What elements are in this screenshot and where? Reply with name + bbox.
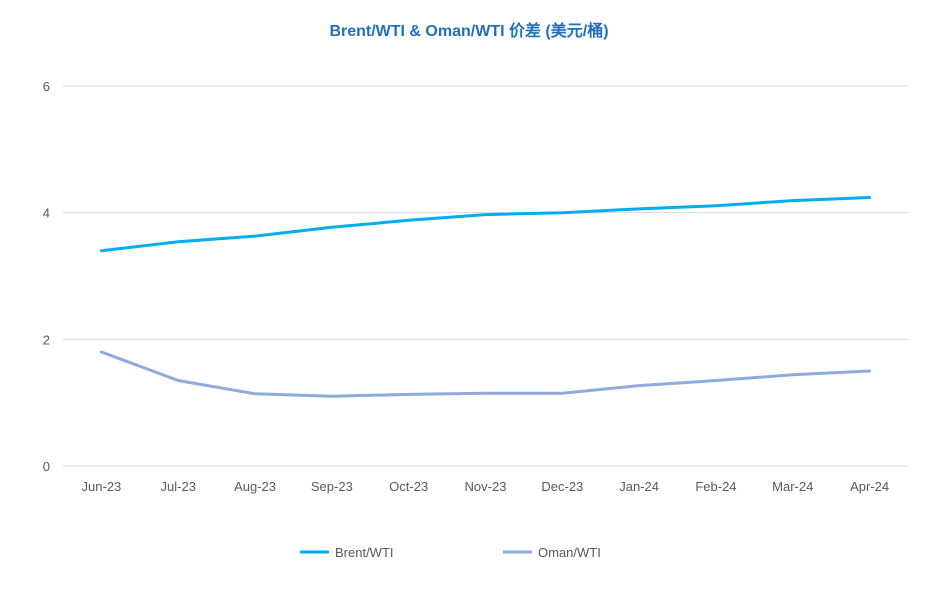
y-tick-label: 0 — [43, 459, 50, 474]
x-tick-label: Jan-24 — [619, 479, 659, 494]
chart-title: Brent/WTI & Oman/WTI 价差 (美元/桶) — [329, 21, 608, 40]
series-line-oman-wti — [99, 350, 872, 398]
x-tick-label: Jul-23 — [161, 479, 196, 494]
legend: Brent/WTI Oman/WTI — [300, 545, 601, 560]
x-tick-label: Oct-23 — [389, 479, 428, 494]
y-tick-label: 6 — [43, 79, 50, 94]
x-tick-label: Aug-23 — [234, 479, 276, 494]
x-tick-label: Dec-23 — [541, 479, 583, 494]
y-tick-label: 2 — [43, 332, 50, 347]
legend-label: Oman/WTI — [538, 545, 601, 560]
x-tick-label: Mar-24 — [772, 479, 813, 494]
x-tick-label: Nov-23 — [465, 479, 507, 494]
legend-item: Brent/WTI — [300, 545, 394, 560]
grid-layer — [63, 85, 908, 467]
x-tick-label: Sep-23 — [311, 479, 353, 494]
x-axis: Jun-23 Jul-23 Aug-23 Sep-23 Oct-23 Nov-23 Dec-… — [82, 479, 890, 494]
y-tick-label: 4 — [43, 206, 50, 221]
x-tick-label: Apr-24 — [850, 479, 889, 494]
x-tick-label: Jun-23 — [82, 479, 122, 494]
x-tick-label: Feb-24 — [695, 479, 736, 494]
plot-area — [99, 196, 872, 398]
legend-label: Brent/WTI — [335, 545, 394, 560]
legend-item: Oman/WTI — [503, 545, 601, 560]
y-axis: 0 2 4 6 — [43, 79, 50, 474]
series-line-brent-wti — [99, 196, 872, 253]
